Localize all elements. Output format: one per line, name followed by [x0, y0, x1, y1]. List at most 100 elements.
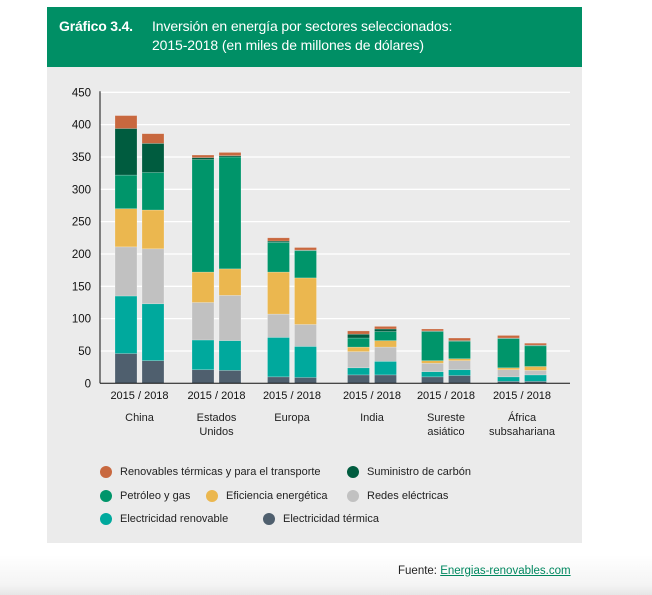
- bar-segment: [421, 371, 444, 378]
- bar-segment: [421, 328, 444, 332]
- x-category-label: Sureste: [427, 412, 465, 424]
- bar-segment: [191, 159, 215, 273]
- bar-segment: [294, 346, 317, 378]
- x-category-label: India: [360, 412, 385, 424]
- bar-segment: [267, 242, 290, 273]
- bar-segment: [497, 376, 520, 382]
- bar-segment: [374, 374, 397, 384]
- bar-segment: [114, 208, 138, 248]
- bar-segment: [191, 339, 215, 371]
- bar-segment: [191, 302, 215, 341]
- bar-segment: [141, 360, 165, 384]
- bar-segment: [114, 246, 138, 297]
- bar-segment: [524, 370, 547, 376]
- x-category-label: África: [508, 411, 537, 424]
- bar-segment: [374, 340, 397, 348]
- bar-segment: [141, 143, 165, 173]
- bar-segment: [114, 295, 138, 354]
- bar-segment: [347, 367, 370, 376]
- bar-segment: [374, 361, 397, 376]
- source-link[interactable]: Energias-renovables.com: [440, 565, 571, 577]
- bar-segment: [294, 324, 317, 347]
- bar-segment: [218, 156, 242, 270]
- bar-segment: [267, 337, 290, 378]
- bar-segment: [347, 337, 370, 348]
- chart-title-line1: Inversión en energía por sectores selecc…: [152, 18, 453, 34]
- bar-segment: [497, 369, 520, 378]
- bar-segment: [347, 333, 370, 339]
- bar-segment: [114, 174, 138, 210]
- x-year-label: 2015 / 2018: [110, 390, 168, 402]
- x-year-label: 2015 / 2018: [187, 390, 245, 402]
- bar-segment: [141, 209, 165, 250]
- bar-segment: [141, 133, 165, 144]
- source-note: Fuente: Energias-renovables.com: [398, 565, 571, 577]
- chart-header: Gráfico 3.4. Inversión en energía por se…: [47, 7, 582, 67]
- bar-segment: [524, 374, 547, 382]
- chart-number: Gráfico 3.4.: [59, 18, 133, 34]
- chart-title-line2: 2015-2018 (en miles de millones de dólar…: [152, 37, 424, 53]
- bar-segment: [497, 338, 520, 369]
- bar-segment: [294, 377, 317, 384]
- y-tick-label: 150: [72, 281, 91, 293]
- x-year-label: 2015 / 2018: [263, 390, 321, 402]
- bar-segment: [347, 346, 370, 352]
- bar-segment: [448, 375, 471, 384]
- bar-segment: [374, 331, 397, 341]
- bar-segment: [218, 268, 242, 296]
- source-prefix: Fuente:: [398, 565, 441, 577]
- x-category-label: China: [125, 412, 155, 424]
- bar-segment: [524, 345, 547, 367]
- y-tick-label: 0: [85, 378, 91, 390]
- bar-segment: [218, 295, 242, 341]
- bar-segment: [421, 360, 444, 364]
- bar-segment: [347, 351, 370, 369]
- x-category-label: subsahariana: [489, 426, 556, 438]
- bar-segment: [267, 313, 290, 338]
- y-tick-label: 400: [72, 120, 91, 132]
- bar-segment: [218, 152, 242, 156]
- bar-segment: [294, 247, 317, 251]
- y-tick-label: 100: [72, 314, 91, 326]
- bar-segment: [294, 277, 317, 325]
- bar-segment: [524, 342, 547, 346]
- bar-segment: [114, 128, 138, 176]
- bar-segment: [347, 374, 370, 384]
- bar-segment: [448, 360, 471, 371]
- bar-segment: [448, 369, 471, 376]
- bar-segment: [141, 303, 165, 361]
- bar-segment: [114, 353, 138, 384]
- bar-segment: [374, 328, 397, 332]
- x-category-label: asiático: [427, 426, 464, 438]
- bar-segment: [218, 340, 242, 371]
- bar-segment: [524, 366, 547, 371]
- bar-segment: [191, 154, 215, 158]
- bar-segment: [421, 331, 444, 361]
- bar-segment: [347, 330, 370, 335]
- bar-segment: [141, 248, 165, 305]
- y-tick-label: 300: [72, 184, 91, 196]
- bar-segment: [374, 346, 397, 362]
- bar-segment: [114, 115, 138, 129]
- y-tick-label: 450: [72, 87, 91, 99]
- bar-segment: [191, 271, 215, 303]
- bar-segment: [448, 337, 471, 341]
- bar-segment: [421, 362, 444, 372]
- bar-segment: [267, 271, 290, 315]
- y-tick-label: 350: [72, 152, 91, 164]
- bar-segment: [448, 340, 471, 360]
- x-category-label: Unidos: [199, 426, 234, 438]
- x-year-label: 2015 / 2018: [343, 390, 401, 402]
- y-tick-label: 50: [78, 346, 91, 358]
- x-year-label: 2015 / 2018: [417, 390, 475, 402]
- bar-segment: [141, 172, 165, 211]
- bar-segment: [421, 376, 444, 384]
- x-category-label: Europa: [274, 412, 310, 424]
- bar-segment: [218, 370, 242, 384]
- bar-segment: [294, 250, 317, 279]
- bar-segment: [267, 376, 290, 384]
- bar-segment: [374, 326, 397, 330]
- bar-segment: [267, 237, 290, 242]
- bar-segment: [497, 335, 520, 339]
